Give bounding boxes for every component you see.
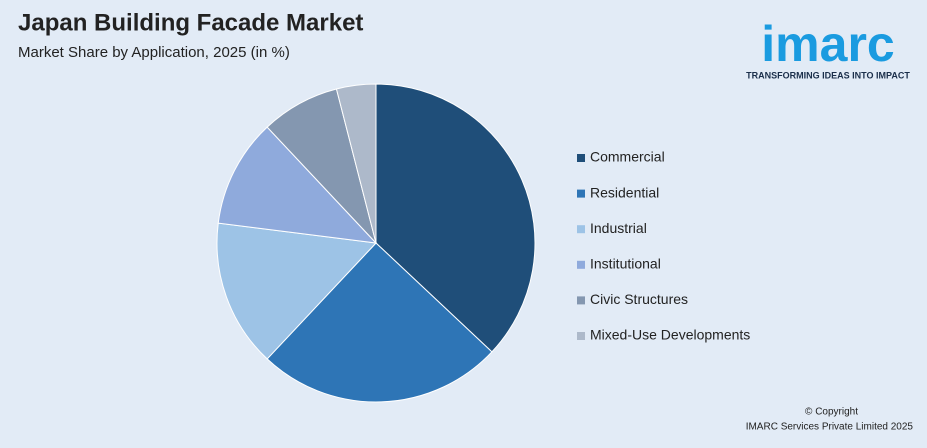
legend-swatch bbox=[577, 189, 585, 198]
pie-slice bbox=[217, 126, 378, 244]
chart-title: Japan Building Facade Market bbox=[18, 9, 363, 36]
pie-slice bbox=[266, 242, 493, 403]
brand-logo: imarc bbox=[761, 16, 894, 72]
legend-swatch bbox=[577, 260, 585, 269]
chart-subtitle: Market Share by Application, 2025 (in %) bbox=[18, 44, 290, 61]
legend-label: Mixed-Use Developments bbox=[590, 327, 750, 343]
pie-slice bbox=[216, 222, 378, 360]
legend-label: Civic Structures bbox=[590, 291, 688, 307]
copyright-owner: IMARC Services Private Limited 2025 bbox=[746, 422, 914, 433]
legend-label: Residential bbox=[590, 184, 659, 200]
pie-slice bbox=[375, 83, 536, 353]
legend-label: Institutional bbox=[590, 256, 661, 272]
pie-slice bbox=[335, 83, 377, 244]
brand-tagline: TRANSFORMING IDEAS INTO IMPACT bbox=[746, 70, 910, 80]
legend-label: Commercial bbox=[590, 149, 665, 165]
legend-swatch bbox=[577, 154, 585, 162]
copyright: © Copyright bbox=[805, 407, 858, 418]
legend-swatch bbox=[577, 296, 585, 305]
legend-swatch bbox=[577, 332, 585, 340]
legend-swatch bbox=[577, 225, 585, 234]
legend-label: Industrial bbox=[590, 220, 647, 236]
